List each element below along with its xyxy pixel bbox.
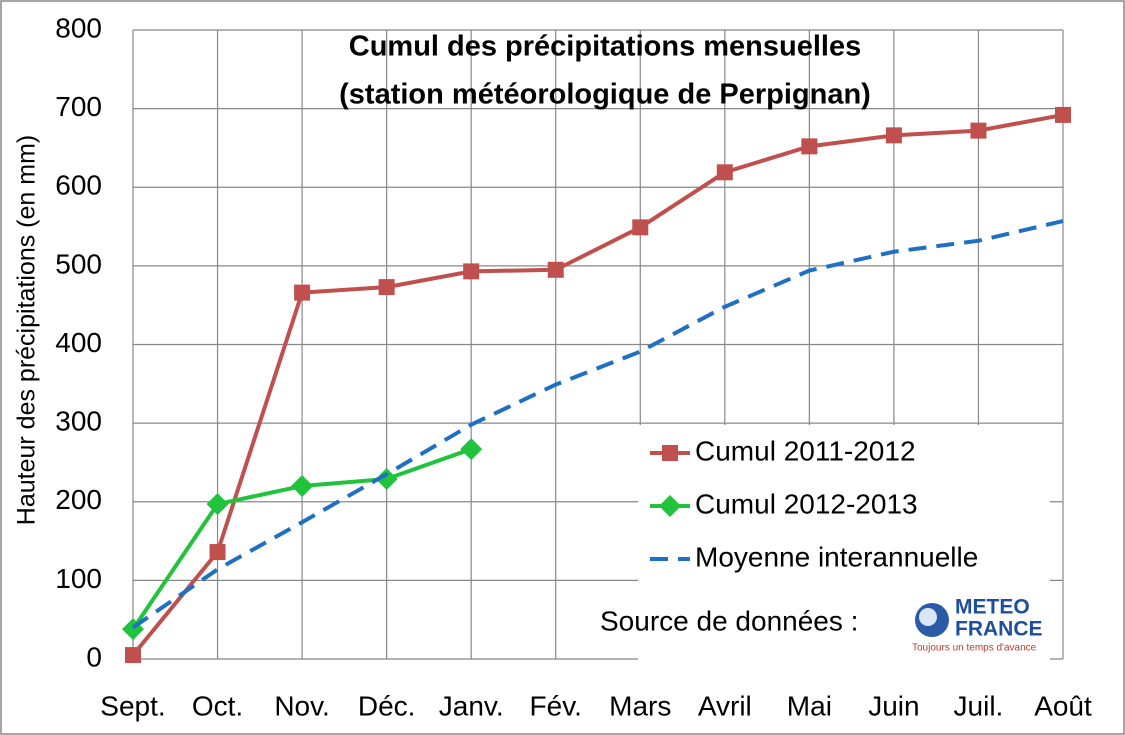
series-line xyxy=(131,112,1064,657)
marker xyxy=(801,138,818,155)
series-layer xyxy=(122,106,1071,664)
x-tick-label: Sept. xyxy=(100,690,165,721)
x-tick-label: Juin xyxy=(868,690,919,721)
marker xyxy=(632,219,649,236)
x-tick-label: Mai xyxy=(787,690,832,721)
marker xyxy=(375,467,398,490)
legend-label: Cumul 2012-2013 xyxy=(695,488,918,519)
marker xyxy=(125,647,141,664)
x-tick-label: Déc. xyxy=(358,690,416,721)
legend-label: Moyenne interannuelle xyxy=(695,541,978,572)
x-tick-label: Fév. xyxy=(530,690,582,721)
logo-text: FRANCE xyxy=(955,618,1043,641)
marker xyxy=(291,475,314,498)
marker xyxy=(463,263,480,280)
logo-tagline: Toujours un temps d'avance xyxy=(912,643,1037,654)
y-tick-label: 500 xyxy=(55,248,102,279)
y-tick-label: 400 xyxy=(55,327,102,358)
y-tick-label: 600 xyxy=(55,170,102,201)
chart-title: (station météorologique de Perpignan) xyxy=(339,79,871,111)
marker xyxy=(662,445,678,461)
marker xyxy=(460,438,483,461)
logo-icon xyxy=(919,608,937,626)
marker xyxy=(547,261,564,278)
chart-title: Cumul des précipitations mensuelles xyxy=(349,31,861,63)
x-tick-label: Nov. xyxy=(274,690,330,721)
marker xyxy=(209,544,226,561)
source-label: Source de données : xyxy=(600,605,858,636)
marker xyxy=(970,122,987,139)
y-tick-label: 800 xyxy=(55,12,102,43)
marker xyxy=(294,284,311,301)
x-tick-label: Juil. xyxy=(954,690,1004,721)
series-line xyxy=(131,219,1064,630)
y-tick-label: 700 xyxy=(55,91,102,122)
legend-box xyxy=(638,425,1050,665)
x-tick-label: Avril xyxy=(698,690,752,721)
x-tick-label: Janv. xyxy=(439,690,504,721)
y-tick-label: 300 xyxy=(55,406,102,437)
marker xyxy=(206,493,229,516)
legend-label: Cumul 2011-2012 xyxy=(695,435,916,466)
x-tick-label: Août xyxy=(1034,690,1092,721)
marker xyxy=(1055,106,1071,123)
y-tick-label: 0 xyxy=(86,641,102,672)
legend: Cumul 2011-2012 Cumul 2012-2013 Moyenne in… xyxy=(638,425,1050,665)
y-tick-label: 100 xyxy=(55,563,102,594)
y-axis-label: Hauteur des précipitations (en mm) xyxy=(13,135,41,525)
logo: METEO FRANCE Toujours un temps d'avance xyxy=(912,596,1043,654)
x-tick-label: Oct. xyxy=(192,690,243,721)
marker xyxy=(378,279,395,296)
x-tick-label: Mars xyxy=(609,690,671,721)
y-tick-label: 200 xyxy=(55,484,102,515)
marker xyxy=(716,164,733,181)
marker xyxy=(885,127,902,144)
marker xyxy=(659,495,681,517)
logo-text: METEO xyxy=(955,596,1030,619)
